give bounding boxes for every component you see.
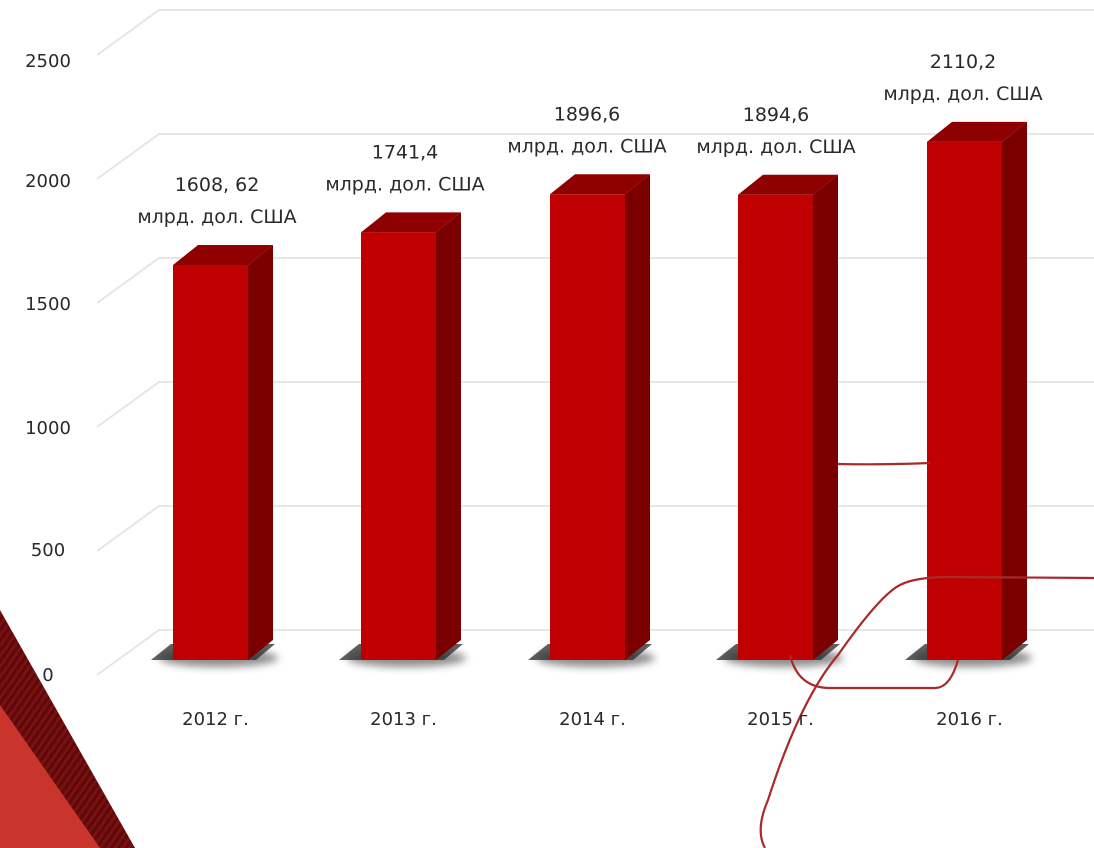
bar-side bbox=[1002, 121, 1027, 660]
data-label: 1894,6 млрд. дол. США bbox=[696, 104, 855, 158]
decor-curve-upper bbox=[837, 461, 931, 466]
x-tick-label: 2016 г. bbox=[936, 709, 1003, 730]
y-tick-label: 2500 bbox=[25, 51, 71, 72]
y-tick-label: 2000 bbox=[25, 171, 71, 192]
y-tick-label: 0 bbox=[42, 665, 53, 686]
data-label: 2110,2 млрд. дол. США bbox=[883, 51, 1042, 105]
data-label: 1741,4 млрд. дол. США bbox=[325, 141, 484, 195]
bar bbox=[716, 174, 843, 667]
data-label-value: 1608, 62 bbox=[175, 174, 260, 196]
bar-side bbox=[813, 174, 838, 660]
bar-top bbox=[173, 245, 273, 265]
decor-triangles bbox=[0, 610, 135, 848]
bar-front bbox=[361, 232, 436, 660]
x-tick-label: 2013 г. bbox=[370, 709, 437, 730]
decor-curve-long bbox=[759, 575, 1094, 848]
x-axis: 2012 г. 2013 г. 2014 г. 2015 г. 2016 г. bbox=[182, 709, 1003, 730]
bar-top bbox=[927, 121, 1027, 142]
data-label-value: 1741,4 bbox=[372, 141, 438, 163]
bar-front bbox=[738, 194, 813, 660]
decor-curves bbox=[759, 461, 1094, 848]
bar-top bbox=[550, 174, 650, 195]
bar bbox=[339, 212, 466, 667]
bar bbox=[905, 121, 1032, 667]
gridline bbox=[96, 133, 1094, 180]
data-label-unit: млрд. дол. США bbox=[507, 135, 666, 157]
data-label-value: 1894,6 bbox=[743, 104, 809, 126]
bar-top bbox=[738, 174, 838, 195]
data-label-unit: млрд. дол. США bbox=[696, 136, 855, 158]
data-label: 1608, 62 млрд. дол. США bbox=[137, 174, 296, 228]
data-label-value: 2110,2 bbox=[930, 51, 996, 73]
gridline bbox=[96, 9, 1094, 56]
bar-side bbox=[625, 174, 650, 661]
decor-curve-lower bbox=[788, 654, 960, 690]
x-tick-label: 2015 г. bbox=[747, 709, 814, 730]
y-axis: 0 500 1000 1500 2000 2500 bbox=[25, 51, 71, 686]
bar-front bbox=[927, 141, 1002, 660]
y-tick-label: 500 bbox=[31, 540, 65, 561]
data-label-unit: млрд. дол. США bbox=[883, 83, 1042, 105]
data-label-value: 1896,6 bbox=[554, 103, 620, 125]
bar-front bbox=[173, 265, 248, 660]
x-tick-label: 2014 г. bbox=[559, 709, 626, 730]
bar-side bbox=[436, 212, 461, 660]
data-label-unit: млрд. дол. США bbox=[137, 206, 296, 228]
y-tick-label: 1000 bbox=[25, 418, 71, 439]
data-labels: 1608, 62 млрд. дол. США 1741,4 млрд. дол. С… bbox=[137, 51, 1042, 228]
data-label-unit: млрд. дол. США bbox=[325, 173, 484, 195]
bar-side bbox=[248, 245, 273, 660]
bars bbox=[151, 121, 1032, 667]
data-label: 1896,6 млрд. дол. США bbox=[507, 103, 666, 157]
bar bbox=[151, 245, 278, 667]
y-tick-label: 1500 bbox=[25, 294, 71, 315]
bar-top bbox=[361, 212, 461, 233]
decor-triangle-red bbox=[0, 705, 100, 848]
bar-front bbox=[550, 194, 625, 661]
x-tick-label: 2012 г. bbox=[182, 709, 249, 730]
bar bbox=[528, 174, 655, 667]
